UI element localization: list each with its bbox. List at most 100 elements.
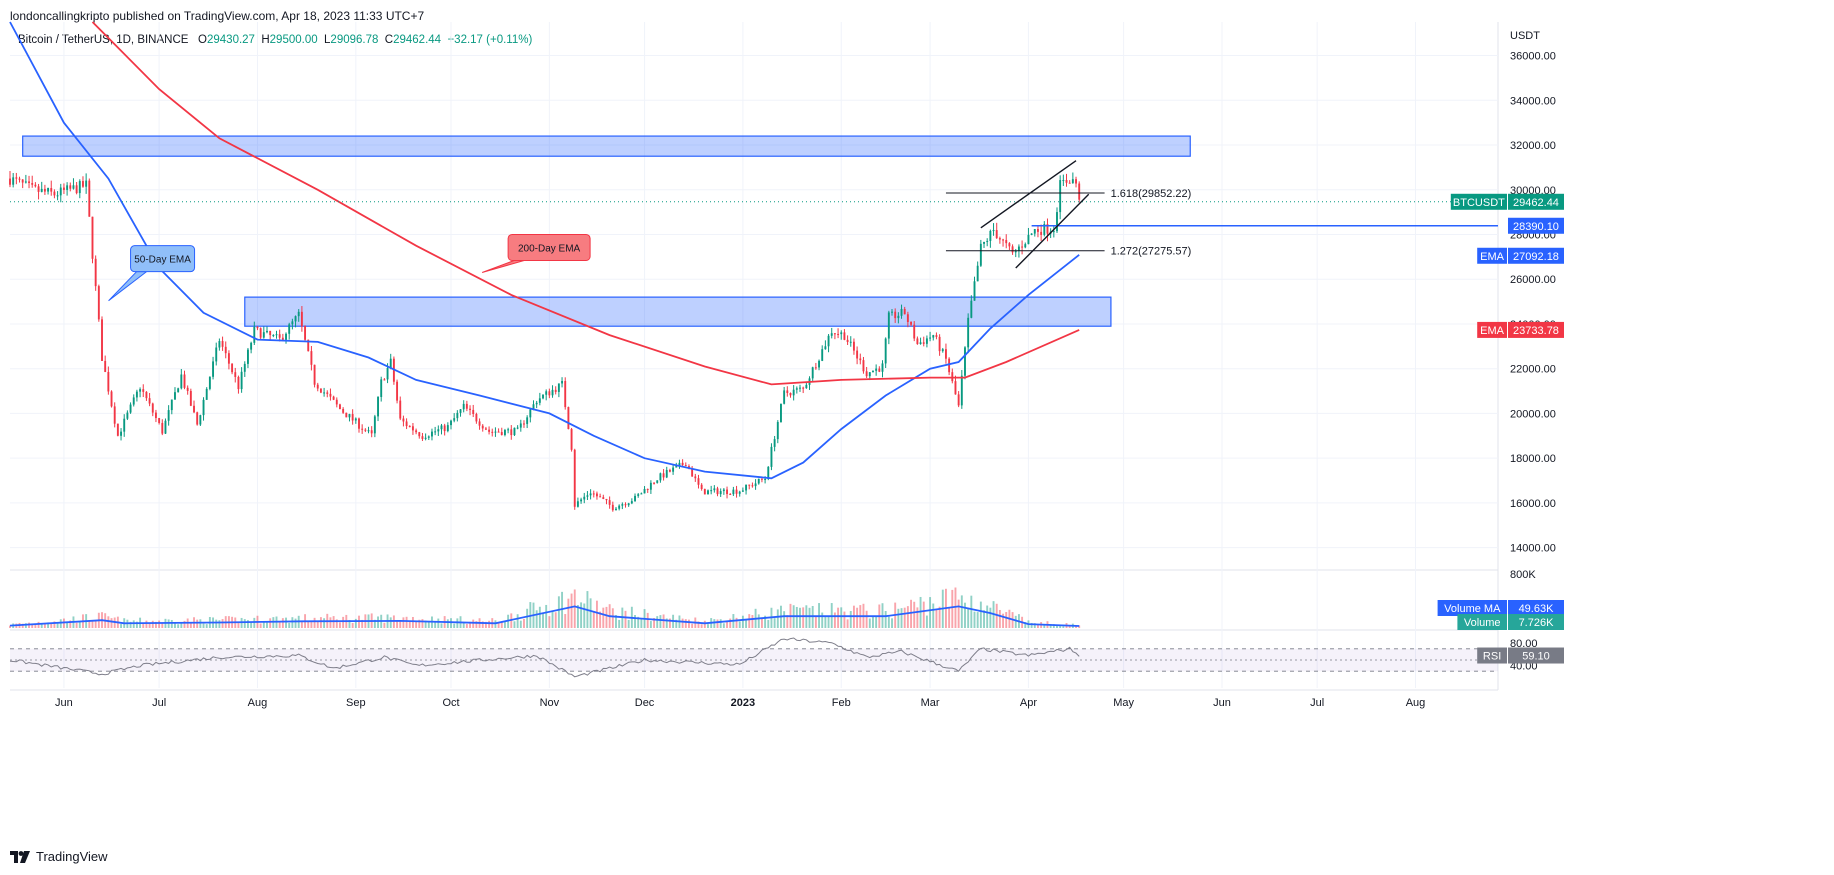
- volume-bar: [481, 621, 484, 628]
- candle-body: [1056, 212, 1058, 232]
- y-tick-label: 26000.00: [1510, 274, 1556, 286]
- volume-bar: [383, 622, 386, 628]
- volume-bar: [646, 612, 649, 628]
- candle-body: [294, 316, 297, 322]
- candle-body: [789, 393, 792, 396]
- y-tick-label: 32000.00: [1510, 140, 1556, 152]
- candle-body: [377, 396, 379, 417]
- volume-bar: [69, 620, 72, 628]
- volume-bar: [215, 619, 218, 628]
- volume-bar: [605, 606, 608, 628]
- open-label: O: [198, 34, 207, 46]
- candle-body: [462, 403, 465, 410]
- candle-body: [557, 383, 560, 392]
- volume-bar: [757, 614, 760, 628]
- volume-bar: [906, 606, 909, 628]
- volume-bar: [170, 619, 173, 628]
- candle-body: [586, 495, 589, 497]
- candle-body: [757, 478, 760, 484]
- candle-body: [846, 339, 849, 342]
- volume-bar: [294, 618, 297, 628]
- volume-bar: [202, 623, 205, 628]
- candle-body: [1046, 224, 1049, 234]
- volume-bar: [998, 609, 1001, 628]
- price-tag-value-tag: [1508, 217, 1564, 234]
- candle-body: [643, 488, 646, 494]
- candle-body: [776, 422, 779, 440]
- candle-body: [221, 341, 224, 347]
- symbol-legend[interactable]: Bitcoin / TetherUS, 1D, BINANCE O29430.2…: [18, 34, 532, 46]
- candle-body: [1024, 244, 1027, 248]
- candle-body: [859, 358, 862, 361]
- volume-bar: [738, 621, 741, 628]
- candle-body: [240, 371, 243, 390]
- candle-body: [405, 421, 408, 427]
- candle-body: [402, 418, 405, 422]
- candle-body: [186, 387, 189, 391]
- tradingview-brand[interactable]: TradingView: [10, 849, 108, 864]
- volume-bar: [865, 610, 868, 628]
- candle-body: [764, 479, 767, 481]
- candle-body: [396, 381, 399, 401]
- price-tag-value-tag: [1508, 321, 1564, 338]
- candle-body: [691, 468, 694, 477]
- volume-bar: [1059, 625, 1062, 628]
- volume-bar: [897, 608, 900, 628]
- volume-bar: [21, 623, 24, 628]
- candle-body: [361, 428, 364, 430]
- y-tick-label: 18000.00: [1510, 453, 1556, 465]
- x-tick-label: Mar: [921, 697, 940, 709]
- candle-body: [951, 372, 954, 382]
- candle-body: [1037, 228, 1039, 232]
- volume-bar: [469, 621, 471, 628]
- candle-body: [53, 191, 56, 196]
- volume-bar: [665, 618, 668, 628]
- candle-body: [459, 409, 462, 413]
- candle-body: [126, 412, 129, 419]
- volume-bar: [773, 618, 776, 628]
- volume-bar: [599, 611, 602, 628]
- volume-bar: [59, 619, 62, 628]
- candle-body: [919, 342, 922, 345]
- candle-body: [1033, 228, 1036, 234]
- callout-label: 50-Day EMA: [134, 255, 191, 266]
- candle-body: [561, 381, 564, 384]
- candle-body: [285, 333, 287, 340]
- candle-body: [611, 504, 614, 511]
- candle-body: [234, 372, 237, 377]
- candle-body: [256, 326, 259, 329]
- volume-bar: [846, 619, 849, 628]
- candle-body: [231, 363, 234, 373]
- volume-bar: [595, 600, 598, 628]
- candle-body: [849, 341, 852, 343]
- candle-body: [259, 328, 262, 338]
- volume-bar: [189, 622, 192, 628]
- candle-body: [91, 216, 94, 259]
- volume-bar: [1052, 624, 1055, 628]
- candle-body: [62, 187, 65, 190]
- candle-body: [589, 493, 592, 496]
- candle-body: [167, 410, 170, 421]
- candle-body: [94, 258, 97, 287]
- volume-bar: [735, 617, 738, 628]
- volume-bar: [196, 619, 199, 628]
- candle-body: [833, 333, 836, 335]
- volume-bar: [668, 618, 671, 628]
- volume-bar: [1056, 624, 1058, 628]
- candle-body: [237, 376, 240, 390]
- candle-body: [814, 367, 817, 369]
- volume-tag-value: 7.726K: [1519, 617, 1555, 629]
- candle-body: [719, 491, 722, 495]
- volume-bar: [627, 619, 630, 628]
- candle-body: [47, 188, 50, 192]
- volume-bar: [922, 601, 925, 628]
- volume-bar: [313, 617, 316, 628]
- volume-bar: [856, 607, 859, 628]
- candle-body: [332, 396, 335, 400]
- volume-bar: [154, 621, 157, 628]
- candle-body: [523, 423, 525, 425]
- volume-bar: [675, 619, 678, 628]
- candle-body: [754, 483, 757, 487]
- candle-body: [653, 482, 656, 484]
